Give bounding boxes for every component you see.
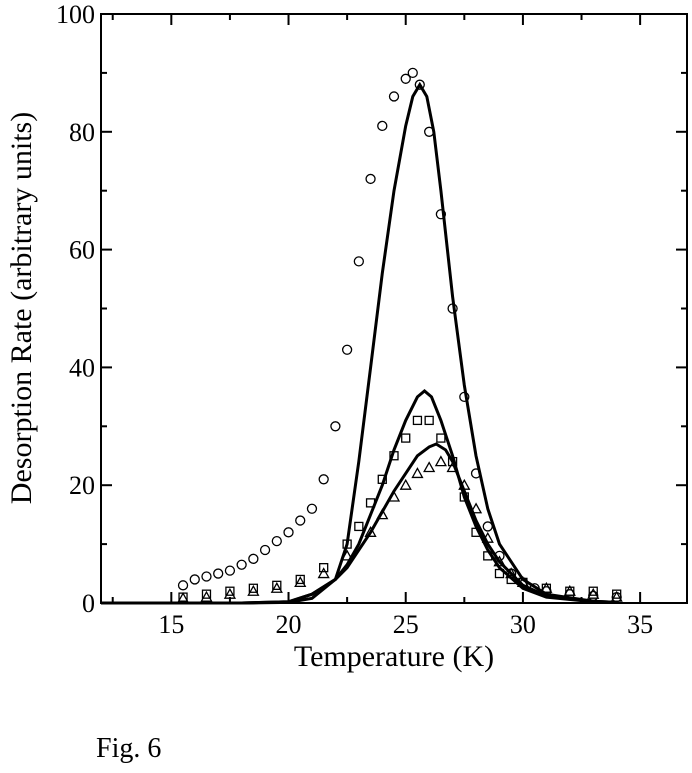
square-data-point bbox=[401, 433, 411, 443]
circle-data-point bbox=[224, 565, 236, 576]
data-marks bbox=[101, 67, 623, 605]
x-tick-label: 35 bbox=[627, 610, 653, 639]
y-tick-label: 100 bbox=[56, 0, 95, 29]
circle-data-point bbox=[248, 553, 259, 564]
square-data-point bbox=[201, 589, 212, 599]
x-tick-label: 15 bbox=[158, 610, 184, 639]
fit-curve bbox=[101, 442, 617, 605]
desorption-chart: 15 20 25 30 35 0 20 40 60 80 100 Temperature (K) D… bbox=[5, 0, 688, 673]
y-tick-label: 40 bbox=[69, 353, 95, 382]
triangle-data-point bbox=[540, 581, 553, 593]
triangle-data-point bbox=[411, 467, 424, 479]
square-data-point bbox=[436, 433, 446, 443]
x-tick-label: 20 bbox=[276, 610, 302, 639]
square-data-point bbox=[354, 521, 364, 532]
y-tick-label: 0 bbox=[82, 589, 95, 618]
triangle-data-point bbox=[399, 478, 412, 490]
square-data-point bbox=[225, 586, 235, 596]
square-data-point bbox=[424, 415, 434, 426]
fit-curve bbox=[101, 389, 617, 605]
square-data-point bbox=[319, 563, 329, 573]
circle-data-point bbox=[295, 515, 306, 526]
circle-data-point bbox=[353, 256, 364, 267]
square-data-point bbox=[295, 574, 305, 585]
triangle-data-point bbox=[270, 581, 283, 593]
y-tick-label: 80 bbox=[69, 118, 95, 147]
circle-data-point bbox=[259, 544, 271, 556]
circle-data-point bbox=[236, 559, 247, 570]
triangle-data-point bbox=[563, 584, 576, 596]
square-data-point bbox=[248, 583, 259, 593]
circle-data-point bbox=[341, 344, 353, 355]
triangle-data-point bbox=[294, 576, 307, 588]
x-axis-title: Temperature (K) bbox=[294, 640, 494, 673]
circle-data-point bbox=[177, 580, 189, 591]
y-tick-label: 20 bbox=[69, 471, 95, 500]
axis-ticks: 15 20 25 30 35 0 20 40 60 80 100 bbox=[56, 0, 687, 639]
y-tick-label: 60 bbox=[69, 236, 95, 265]
circle-data-point bbox=[482, 521, 493, 532]
circle-data-point bbox=[271, 536, 282, 547]
circle-data-point bbox=[407, 67, 418, 79]
square-data-point bbox=[612, 589, 622, 599]
triangle-data-point bbox=[587, 587, 600, 599]
circle-data-point bbox=[318, 474, 329, 485]
triangle-data-point bbox=[200, 590, 213, 602]
fit-curve bbox=[101, 81, 617, 605]
circle-data-point bbox=[400, 73, 411, 84]
triangle-data-point bbox=[423, 461, 436, 473]
x-tick-label: 25 bbox=[393, 610, 419, 639]
circle-data-point bbox=[189, 574, 200, 585]
circle-data-point bbox=[283, 527, 294, 538]
plot-frame bbox=[100, 13, 688, 604]
circle-data-point bbox=[365, 173, 376, 185]
square-data-point bbox=[412, 415, 423, 426]
x-tick-label: 30 bbox=[510, 610, 536, 639]
circle-data-point bbox=[388, 91, 400, 102]
circle-data-point bbox=[377, 120, 388, 132]
circle-data-point bbox=[414, 79, 425, 90]
triangle-data-point bbox=[364, 525, 377, 537]
figure-caption: Fig. 6 bbox=[96, 733, 162, 764]
circle-data-point bbox=[201, 571, 212, 582]
triangle-data-point bbox=[469, 502, 483, 514]
triangle-data-point bbox=[317, 567, 330, 579]
y-axis-title: Desorption Rate (arbitrary units) bbox=[5, 112, 38, 504]
triangle-data-point bbox=[247, 584, 260, 596]
circle-data-point bbox=[213, 568, 224, 579]
circle-data-point bbox=[306, 503, 318, 514]
square-data-point bbox=[272, 580, 282, 590]
circle-data-point bbox=[435, 209, 447, 220]
triangle-data-point bbox=[434, 455, 447, 467]
square-data-point bbox=[588, 586, 598, 596]
circle-data-point bbox=[330, 421, 341, 432]
